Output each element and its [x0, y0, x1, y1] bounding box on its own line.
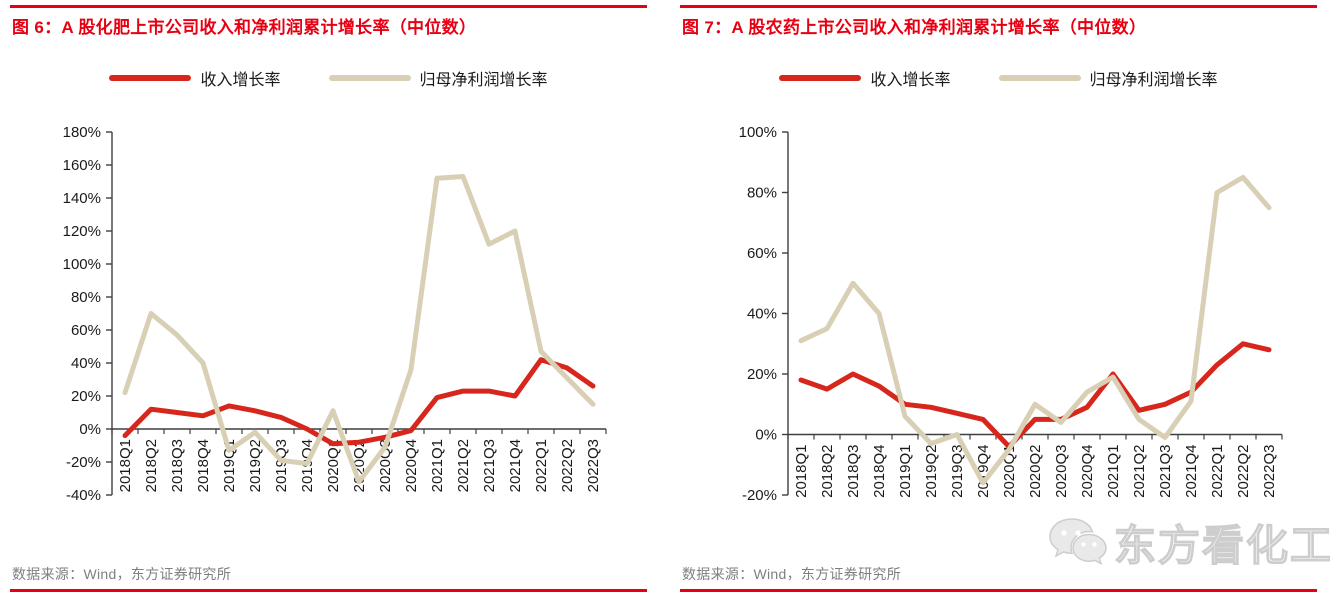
source-note: 数据来源：Wind，东方证券研究所 [682, 566, 901, 582]
svg-text:160%: 160% [63, 157, 101, 174]
legend-label: 收入增长率 [870, 72, 951, 89]
svg-text:2021Q3: 2021Q3 [1157, 445, 1174, 498]
svg-text:0%: 0% [755, 427, 777, 444]
figure-title: 图 6：A 股化肥上市公司收入和净利润累计增长率（中位数） [12, 18, 477, 37]
svg-text:40%: 40% [71, 355, 101, 372]
svg-text:180%: 180% [63, 124, 101, 141]
svg-text:2018Q1: 2018Q1 [793, 445, 810, 498]
svg-text:2020Q2: 2020Q2 [1027, 445, 1044, 498]
svg-text:2019Q1: 2019Q1 [897, 445, 914, 498]
svg-text:2022Q2: 2022Q2 [1235, 445, 1252, 498]
figure-bottom-border [680, 589, 1317, 592]
svg-text:2019Q2: 2019Q2 [247, 439, 264, 492]
svg-text:2019Q2: 2019Q2 [923, 445, 940, 498]
line-chart-pesticide: 100% 80% 60% 40% 20% 0% -20% 2018Q1 2018Q2 2018Q3… [739, 124, 1283, 504]
legend-label: 归母净利润增长率 [419, 72, 548, 89]
figure-pesticide: 图 7：A 股农药上市公司收入和净利润累计增长率（中位数） 收入增长率 归母净利… [680, 0, 1330, 592]
revenue-line-swatch [109, 75, 192, 81]
svg-text:0%: 0% [79, 421, 101, 438]
svg-text:2021Q1: 2021Q1 [1105, 445, 1122, 498]
legend-item-revenue: 收入增长率 [779, 66, 951, 90]
svg-text:2022Q1: 2022Q1 [1209, 445, 1226, 498]
legend-item-revenue: 收入增长率 [109, 66, 281, 90]
watermark: 东方看化工 [1048, 512, 1330, 573]
legend-item-net-profit: 归母净利润增长率 [328, 66, 548, 90]
source-note: 数据来源：Wind，东方证券研究所 [12, 566, 231, 582]
svg-text:-20%: -20% [742, 487, 777, 504]
svg-text:2019Q3: 2019Q3 [273, 439, 290, 492]
svg-text:20%: 20% [747, 366, 777, 383]
legend-label: 收入增长率 [200, 72, 281, 89]
legend: 收入增长率 归母净利润增长率 [10, 66, 647, 90]
svg-text:2019Q4: 2019Q4 [975, 445, 992, 498]
svg-text:2020Q1: 2020Q1 [325, 439, 342, 492]
figure-top-border [10, 5, 647, 8]
revenue-line-swatch [779, 75, 862, 81]
svg-text:2021Q2: 2021Q2 [455, 439, 472, 492]
svg-text:60%: 60% [71, 322, 101, 339]
svg-text:2018Q2: 2018Q2 [819, 445, 836, 498]
svg-text:80%: 80% [747, 185, 777, 202]
figure-title: 图 7：A 股农药上市公司收入和净利润累计增长率（中位数） [682, 18, 1147, 37]
svg-text:100%: 100% [739, 124, 777, 141]
net-profit-line-swatch [328, 75, 411, 81]
wechat-logo-icon [1049, 517, 1107, 565]
svg-text:100%: 100% [63, 256, 101, 273]
svg-text:2018Q4: 2018Q4 [195, 439, 212, 492]
svg-text:2021Q3: 2021Q3 [481, 439, 498, 492]
svg-text:2021Q1: 2021Q1 [429, 439, 446, 492]
svg-text:2020Q4: 2020Q4 [1079, 445, 1096, 498]
svg-text:2022Q3: 2022Q3 [1261, 445, 1278, 498]
svg-text:2021Q4: 2021Q4 [1183, 445, 1200, 498]
svg-text:2018Q1: 2018Q1 [117, 439, 134, 492]
svg-text:2022Q1: 2022Q1 [533, 439, 550, 492]
svg-text:2018Q2: 2018Q2 [143, 439, 160, 492]
net-profit-line-swatch [998, 75, 1081, 81]
legend-item-net-profit: 归母净利润增长率 [998, 66, 1218, 90]
svg-text:-40%: -40% [66, 487, 101, 504]
svg-text:2022Q3: 2022Q3 [585, 439, 602, 492]
svg-text:2018Q4: 2018Q4 [871, 445, 888, 498]
svg-text:20%: 20% [71, 388, 101, 405]
svg-text:140%: 140% [63, 190, 101, 207]
figure-bottom-border [10, 589, 647, 592]
line-chart-fertilizer: 180% 160% 140% 120% 100% 80% 60% 40% 20% 0% -20% -4… [63, 124, 607, 504]
svg-text:2019Q3: 2019Q3 [949, 445, 966, 498]
svg-text:80%: 80% [71, 289, 101, 306]
svg-text:2019Q1: 2019Q1 [221, 439, 238, 492]
legend-label: 归母净利润增长率 [1089, 72, 1218, 89]
watermark-text: 东方看化工 [1113, 521, 1330, 569]
svg-text:60%: 60% [747, 245, 777, 262]
legend: 收入增长率 归母净利润增长率 [680, 66, 1317, 90]
svg-text:2022Q2: 2022Q2 [559, 439, 576, 492]
svg-text:2020Q3: 2020Q3 [1053, 445, 1070, 498]
svg-text:2021Q2: 2021Q2 [1131, 445, 1148, 498]
svg-text:40%: 40% [747, 306, 777, 323]
svg-text:2018Q3: 2018Q3 [845, 445, 862, 498]
figure-fertilizer: 图 6：A 股化肥上市公司收入和净利润累计增长率（中位数） 收入增长率 归母净利… [10, 0, 647, 592]
svg-text:2021Q4: 2021Q4 [507, 439, 524, 492]
svg-text:120%: 120% [63, 223, 101, 240]
figure-top-border [680, 5, 1317, 8]
svg-text:-20%: -20% [66, 454, 101, 471]
svg-text:2018Q3: 2018Q3 [169, 439, 186, 492]
svg-text:2020Q4: 2020Q4 [403, 439, 420, 492]
